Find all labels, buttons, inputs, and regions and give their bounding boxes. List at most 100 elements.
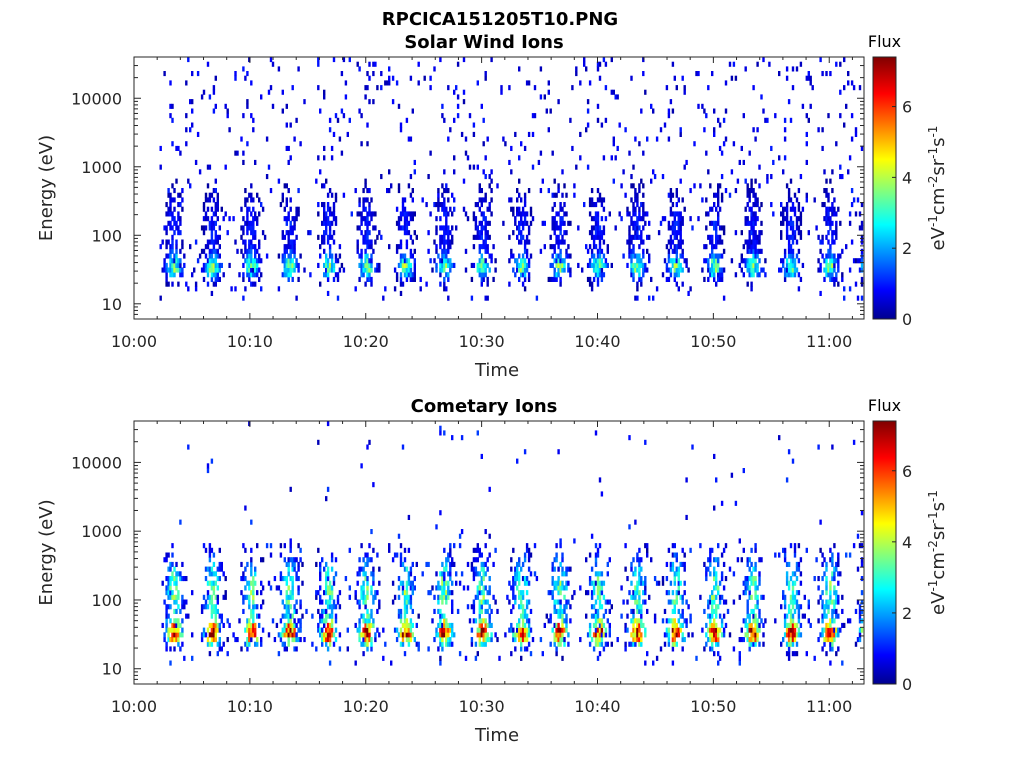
heatmap-cell [250,580,253,586]
heatmap-cell [795,267,799,273]
heatmap-cell [252,258,255,264]
heatmap-cell [246,206,249,212]
heatmap-cell [744,618,747,624]
heatmap-cell [717,272,720,278]
heatmap-cell [539,94,543,100]
heatmap-cell [368,202,371,208]
heatmap-cell [742,618,745,624]
heatmap-cell [521,632,525,638]
heatmap-cell [319,566,322,572]
heatmap-cell [478,608,481,614]
heatmap-cell [234,637,237,643]
heatmap-cell [447,239,450,245]
heatmap-cell [362,262,365,268]
heatmap-cell [608,608,611,614]
heatmap-cell [557,627,560,633]
heatmap-cell [175,618,178,624]
heatmap-cell [216,622,219,628]
heatmap-cell [287,267,290,273]
heatmap-cell [667,258,671,264]
heatmap-cell [805,192,808,198]
heatmap-cell [518,206,521,212]
heatmap-cell [557,262,560,268]
heatmap-cell [163,637,166,643]
heatmap-cell [368,613,371,619]
heatmap-cell [547,590,550,596]
heatmap-cell [756,202,759,208]
heatmap-cell [677,211,680,217]
heatmap-cell [246,253,249,259]
heatmap-cell [667,276,671,282]
heatmap-cell [687,604,690,610]
heatmap-cell [443,253,446,259]
heatmap-cell [632,253,635,259]
heatmap-cell [328,599,332,605]
heatmap-cell [508,599,511,605]
heatmap-cell [789,253,793,259]
heatmap-cell [435,632,438,638]
heatmap-cell [173,637,176,643]
heatmap-cell [711,258,714,264]
heatmap-cell [401,258,405,264]
heatmap-cell [484,244,487,250]
heatmap-cell [620,613,623,619]
heatmap-cell [756,594,759,600]
heatmap-cell [208,94,212,100]
heatmap-cell [165,267,168,273]
heatmap-cell [279,571,283,577]
heatmap-cell [748,637,751,643]
heatmap-cell [175,145,178,151]
heatmap-cell [254,632,257,638]
heatmap-cell [484,248,487,254]
heatmap-cell [835,594,838,600]
heatmap-cell [590,197,594,203]
heatmap-cell [559,599,562,605]
heatmap-cell [675,230,678,236]
heatmap-cell [693,183,696,189]
heatmap-cell [200,632,204,638]
heatmap-cell [173,188,176,194]
heatmap-cell [772,211,775,217]
heatmap-cell [484,599,487,605]
heatmap-cell [413,267,416,273]
heatmap-cell [819,267,822,273]
heatmap-cell [409,248,413,254]
heatmap-cell [677,216,680,222]
heatmap-cell [823,267,826,273]
heatmap-cell [598,239,602,245]
heatmap-cell [596,248,600,254]
heatmap-cell [372,622,375,628]
heatmap-cell [486,637,489,643]
heatmap-cell [165,576,168,582]
heatmap-cell [165,239,168,245]
heatmap-cell [445,272,448,278]
heatmap-cell [711,220,714,226]
heatmap-cell [514,576,517,582]
heatmap-cell [718,580,722,586]
heatmap-cell [206,262,210,268]
heatmap-cell [291,594,294,600]
heatmap-cell [555,552,558,558]
heatmap-cell [171,239,174,245]
heatmap-cell [248,57,251,63]
heatmap-cell [342,267,346,273]
heatmap-cell [281,89,284,95]
heatmap-cell [323,632,326,638]
heatmap-cell [435,244,438,250]
heatmap-cell [833,281,836,287]
heatmap-cell [785,206,789,212]
heatmap-cell [677,286,680,292]
heatmap-cell [202,89,206,95]
heatmap-cell [746,262,749,268]
heatmap-cell [758,576,761,582]
heatmap-cell [212,585,216,591]
heatmap-cell [829,627,832,633]
heatmap-cell [787,272,791,278]
heatmap-cell [827,637,830,643]
heatmap-cell [407,547,411,553]
heatmap-cell [618,122,621,128]
heatmap-cell [835,590,838,596]
heatmap-cell [447,136,450,142]
heatmap-cell [669,244,673,250]
x-tick-label: 11:00 [806,697,852,716]
